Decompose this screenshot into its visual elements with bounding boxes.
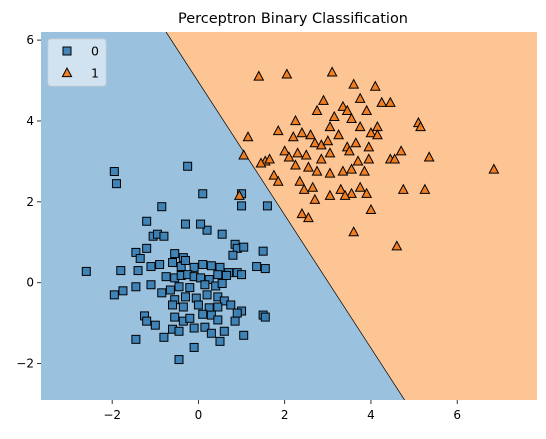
class-0-point [132,283,140,291]
class-0-point [216,337,224,345]
chart-title: Perceptron Binary Classification [178,11,408,27]
class-0-point [218,280,226,288]
class-0-point [175,283,183,291]
class-0-point [222,271,230,279]
class-0-point [132,335,140,343]
class-0-point [110,168,118,176]
class-0-point [214,316,222,324]
class-0-point [158,203,166,211]
class-0-point [186,284,194,292]
class-0-point [240,243,248,251]
class-0-point [166,286,174,294]
class-0-point [207,262,215,270]
class-0-point [181,256,189,264]
class-0-point [214,303,222,311]
class-0-point [179,303,187,311]
decision-regions [41,32,537,400]
legend-marker-0 [63,47,71,55]
y-tick-label: 0 [26,276,34,290]
class-0-point [229,251,237,259]
class-0-point [201,281,209,289]
class-0-point [253,263,261,271]
y-tick-label: −2 [16,357,34,371]
class-0-point [240,331,248,339]
class-0-point [82,267,90,275]
class-0-point [110,291,118,299]
class-0-point [190,343,198,351]
x-tick-label: 0 [195,408,203,422]
class-0-point [181,293,189,301]
y-tick-label: 4 [26,114,34,128]
class-0-point [199,261,207,269]
class-0-point [190,324,198,332]
class-0-point [134,267,142,275]
class-0-point [156,261,164,269]
class-0-point [238,271,246,279]
class-0-point [203,291,211,299]
y-tick-label: 6 [26,33,34,47]
class-0-point [263,202,271,210]
class-0-point [151,321,159,329]
class-0-point [160,232,168,240]
class-0-point [147,281,155,289]
class-0-point [218,230,226,238]
x-tick-label: −2 [103,408,121,422]
x-tick-label: 4 [367,408,375,422]
class-0-point [158,289,166,297]
class-0-point [171,313,179,321]
class-0-point [186,314,194,322]
class-0-point [214,271,222,279]
class-0-point [112,180,120,188]
class-0-point [175,327,183,335]
class-0-point [220,327,228,335]
class-0-point [261,265,269,273]
class-0-point [119,287,127,295]
y-tick-label: 2 [26,195,34,209]
legend-label-1: 1 [91,66,99,81]
class-0-point [147,263,155,271]
class-0-point [160,333,168,341]
class-0-point [199,190,207,198]
class-0-point [261,313,269,321]
legend-label-0: 0 [91,44,99,59]
x-tick-label: 2 [281,408,289,422]
class-0-point [181,220,189,228]
class-0-point [233,309,241,317]
legend: 01 [48,39,106,86]
class-0-point [169,259,177,267]
class-0-point [197,220,205,228]
class-0-point [199,310,207,318]
class-0-point [143,317,151,325]
class-0-point [136,254,144,262]
class-0-point [227,301,235,309]
class-0-point [238,202,246,210]
class-0-point [162,273,170,281]
class-0-point [194,301,202,309]
class-0-point [207,329,215,337]
class-0-point [184,162,192,170]
class-0-point [143,244,151,252]
class-0-point [117,267,125,275]
class-0-point [171,250,179,258]
class-0-point [169,301,177,309]
class-0-point [143,217,151,225]
x-tick-label: 6 [453,408,461,422]
class-0-point [175,356,183,364]
class-0-point [259,247,267,255]
class-0-point [231,317,239,325]
